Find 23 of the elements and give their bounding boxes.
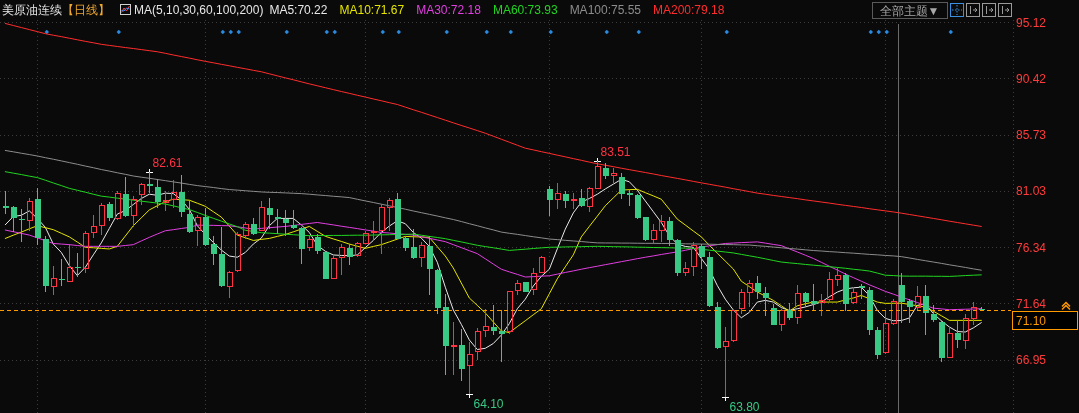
annotation: 63.80 [729, 399, 760, 413]
legend-item: MA10:71.67 [339, 3, 405, 17]
y-tick-label: 95.12 [1016, 15, 1047, 30]
subtitle: 【日线】 [62, 3, 110, 17]
y-tick-label: 90.42 [1016, 71, 1047, 86]
legend-item: MA200:79.18 [653, 3, 725, 17]
y-tick-label: 85.73 [1016, 128, 1047, 143]
y-tick-label: 76.34 [1016, 240, 1047, 255]
y-tick-label: 71.64 [1016, 297, 1047, 311]
legend-title: MA(5,10,30,60,100,200) [134, 3, 264, 17]
annotation: 83.51 [600, 144, 631, 159]
legend-item: MA5:70.22 [269, 3, 328, 17]
ref-line-label: 71.10 [1012, 311, 1078, 330]
annotation: 82.61 [152, 155, 183, 170]
annotation: 64.10 [473, 396, 504, 411]
ref-line-label: 71.10 [1016, 314, 1047, 328]
y-tick-label: 66.95 [1016, 353, 1047, 368]
legend-item: MA100:75.55 [569, 3, 641, 17]
y-tick-label: 81.03 [1016, 184, 1047, 199]
legend-item: MA60:73.93 [492, 3, 558, 17]
legend-item: MA30:72.18 [416, 3, 481, 17]
title: 美原油连续 [2, 3, 62, 17]
annotation: 全部主题▼ [872, 2, 948, 19]
